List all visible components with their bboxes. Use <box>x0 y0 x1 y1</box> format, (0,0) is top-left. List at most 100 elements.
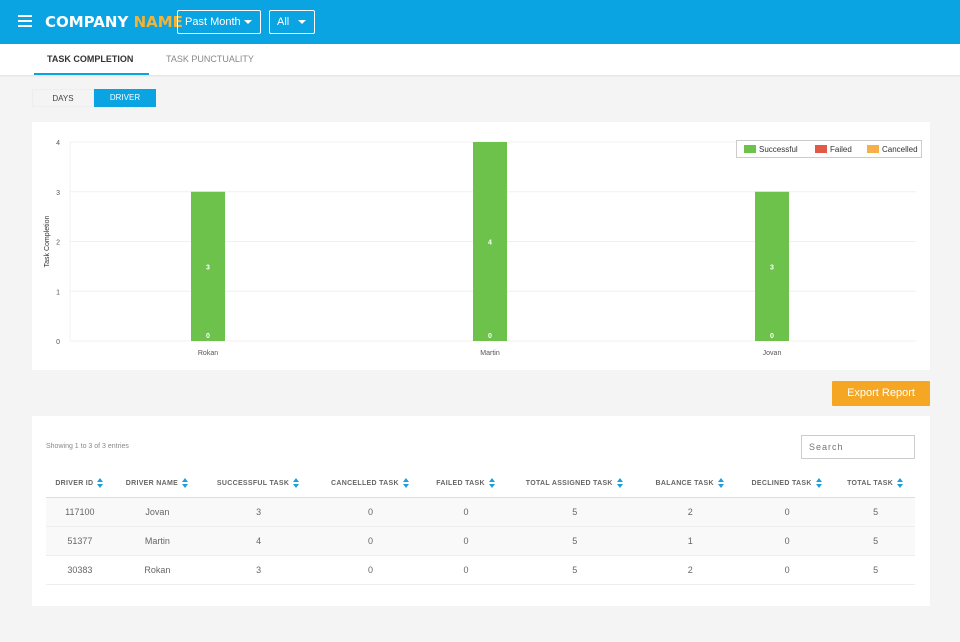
col-total-task[interactable]: TOTAL TASK <box>836 469 915 498</box>
col-label: TOTAL ASSIGNED TASK <box>525 479 613 487</box>
search-input[interactable] <box>801 435 915 459</box>
col-label: TOTAL TASK <box>847 479 894 487</box>
bar-successful <box>191 191 225 341</box>
col-total-assigned-task[interactable]: TOTAL ASSIGNED TASK <box>507 469 643 498</box>
bar-data-label: 3 <box>770 264 774 271</box>
cell-declined-task: 0 <box>738 555 837 585</box>
sort-icon <box>717 477 725 488</box>
col-driver-name[interactable]: DRIVER NAME <box>113 469 202 498</box>
x-tick-label: Rokan <box>198 350 218 357</box>
cell-cancelled-task: 0 <box>316 555 425 585</box>
cell-total-task: 5 <box>836 555 915 585</box>
tab-bar: TASK COMPLETION TASK PUNCTUALITY <box>0 44 960 75</box>
x-tick-label: Martin <box>480 350 500 357</box>
sort-icon <box>97 477 104 488</box>
sort-icon <box>897 477 904 488</box>
legend-swatch <box>744 144 756 153</box>
col-balance-task[interactable]: BALANCE TASK <box>642 469 739 498</box>
cell-failed-task: 0 <box>424 497 508 527</box>
cell-total-assigned-task: 5 <box>507 526 643 556</box>
chart-card: 0 1 2 3 4 Task Completion 3 0 Rokan 4 0 Martin 3 0 Jov… <box>32 122 930 370</box>
tab-task-completion[interactable]: TASK COMPLETION <box>47 54 134 64</box>
y-tick-label: 0 <box>56 339 60 346</box>
legend-item-failed[interactable]: Failed <box>815 144 852 155</box>
bar-successful <box>473 142 507 341</box>
col-declined-task[interactable]: DECLINED TASK <box>738 469 837 498</box>
toggle-days-button[interactable]: DAYS <box>32 89 94 107</box>
sort-icon <box>182 477 189 488</box>
legend-swatch <box>815 144 827 153</box>
col-driver-id[interactable]: DRIVER ID <box>46 469 114 498</box>
cell-failed-task: 0 <box>424 555 508 585</box>
legend-label: Failed <box>830 145 852 154</box>
cell-balance-task: 2 <box>642 555 739 585</box>
cell-failed-task: 0 <box>424 526 508 556</box>
cell-driver-id: 51377 <box>46 526 114 556</box>
bar-data-label: 4 <box>488 240 492 247</box>
bar-base-label: 0 <box>488 333 492 340</box>
col-label: CANCELLED TASK <box>331 479 399 487</box>
legend-item-cancelled[interactable]: Cancelled <box>867 144 918 155</box>
company-logo: COMPANY NAME <box>45 13 183 31</box>
y-tick-label: 4 <box>56 140 60 147</box>
cell-driver-name: Rokan <box>113 555 202 585</box>
col-cancelled-task[interactable]: CANCELLED TASK <box>316 469 425 498</box>
legend-item-successful[interactable]: Successful <box>744 144 798 155</box>
col-label: DECLINED TASK <box>751 479 812 487</box>
toggle-driver-button[interactable]: DRIVER <box>94 89 156 107</box>
tab-task-punctuality[interactable]: TASK PUNCTUALITY <box>166 54 254 64</box>
sort-icon <box>488 477 496 488</box>
cell-cancelled-task: 0 <box>316 497 425 527</box>
cell-cancelled-task: 0 <box>316 526 425 556</box>
period-select-value: Past Month <box>185 16 241 28</box>
cell-successful-task: 4 <box>201 526 317 556</box>
cell-successful-task: 3 <box>201 555 317 585</box>
chart-legend: Successful Failed Cancelled <box>736 140 922 158</box>
cell-driver-name: Martin <box>113 526 202 556</box>
table-row: 117100 Jovan 3 0 0 5 2 0 5 <box>46 497 915 527</box>
sort-icon <box>402 477 410 488</box>
legend-swatch <box>867 144 879 153</box>
cell-balance-task: 1 <box>642 526 739 556</box>
x-tick-label: Jovan <box>763 350 782 357</box>
cell-driver-name: Jovan <box>113 497 202 527</box>
col-label: DRIVER ID <box>55 479 94 487</box>
caret-down-icon <box>244 20 252 24</box>
y-tick-label: 1 <box>56 289 60 296</box>
task-completion-chart: 0 1 2 3 4 Task Completion 3 0 Rokan 4 0 Martin 3 0 Jov… <box>44 140 916 357</box>
bar-base-label: 0 <box>770 333 774 340</box>
legend-label: Successful <box>759 145 798 154</box>
col-label: SUCCESSFUL TASK <box>216 479 290 487</box>
cell-total-assigned-task: 5 <box>507 555 643 585</box>
cell-driver-id: 30383 <box>46 555 114 585</box>
col-successful-task[interactable]: SUCCESSFUL TASK <box>201 469 317 498</box>
table-row: 51377 Martin 4 0 0 5 1 0 5 <box>46 526 915 556</box>
table-row: 30383 Rokan 3 0 0 5 2 0 5 <box>46 555 915 585</box>
top-bar: COMPANY NAME Past Month All <box>0 0 960 44</box>
driver-table: DRIVER ID DRIVER NAME SUCCESSFUL TASK CA… <box>46 469 915 585</box>
cell-total-assigned-task: 5 <box>507 497 643 527</box>
y-axis-label: Task Completion <box>44 216 51 268</box>
col-failed-task[interactable]: FAILED TASK <box>424 469 508 498</box>
col-label: BALANCE TASK <box>655 479 714 487</box>
export-report-button[interactable]: Export Report <box>832 381 930 406</box>
legend-label: Cancelled <box>882 145 918 154</box>
table-card: Showing 1 to 3 of 3 entries DRIVER ID DR… <box>32 416 930 606</box>
bar-successful <box>755 191 789 341</box>
filter-select-value: All <box>277 16 290 28</box>
cell-total-task: 5 <box>836 497 915 527</box>
col-label: FAILED TASK <box>436 479 485 487</box>
bar-base-label: 0 <box>206 333 210 340</box>
cell-driver-id: 117100 <box>46 497 114 527</box>
cell-declined-task: 0 <box>738 497 837 527</box>
logo-accent-text: NAME <box>133 13 183 31</box>
active-tab-indicator <box>34 73 149 75</box>
table-info: Showing 1 to 3 of 3 entries <box>46 443 129 450</box>
filter-select[interactable]: All <box>269 10 315 34</box>
cell-total-task: 5 <box>836 526 915 556</box>
period-select[interactable]: Past Month <box>177 10 261 34</box>
cell-declined-task: 0 <box>738 526 837 556</box>
menu-icon[interactable] <box>18 15 32 27</box>
col-label: DRIVER NAME <box>125 479 179 487</box>
table-header-row: DRIVER ID DRIVER NAME SUCCESSFUL TASK CA… <box>46 469 915 498</box>
